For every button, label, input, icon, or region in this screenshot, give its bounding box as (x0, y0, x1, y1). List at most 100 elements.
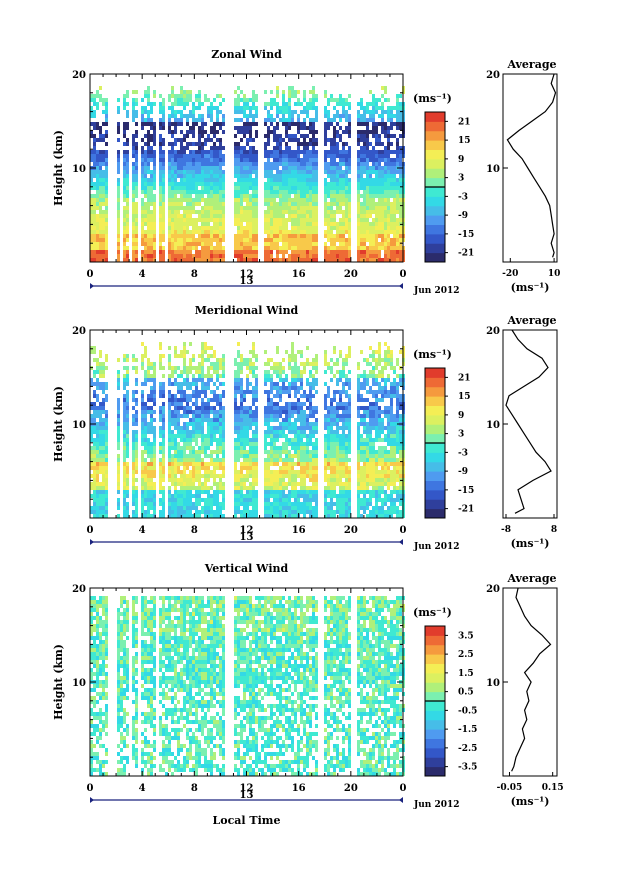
heatmap-cell (270, 398, 273, 402)
heatmap-cell (306, 214, 309, 218)
heatmap-cell (219, 410, 222, 414)
heatmap-cell (186, 202, 189, 206)
heatmap-cell (384, 210, 387, 214)
heatmap-cell (195, 150, 198, 154)
heatmap-cell (177, 202, 180, 206)
heatmap-cell (333, 134, 336, 138)
heatmap-cell (342, 246, 345, 250)
heatmap-cell (375, 130, 378, 134)
heatmap-cell (393, 234, 396, 238)
heatmap-cell (246, 234, 249, 238)
heatmap-cell (234, 246, 237, 250)
heatmap-cell (141, 454, 144, 458)
heatmap-cell (222, 254, 225, 258)
heatmap-cell (117, 98, 120, 102)
heatmap-cell (162, 458, 165, 462)
heatmap-cell (297, 118, 300, 122)
heatmap-cell (264, 258, 267, 262)
heatmap-cell (246, 442, 249, 446)
heatmap-cell (246, 430, 249, 434)
heatmap-cell (384, 202, 387, 206)
heatmap-cell (210, 110, 213, 114)
heatmap-cell (186, 194, 189, 198)
heatmap-cell (312, 242, 315, 246)
x-tick-label: 20 (344, 269, 358, 280)
heatmap-cell (348, 210, 351, 214)
heatmap-cell (276, 350, 279, 354)
heatmap-cell (267, 362, 270, 366)
heatmap-cell (348, 206, 351, 210)
heatmap-cell (276, 90, 279, 94)
heatmap-cell (360, 134, 363, 138)
heatmap-cell (309, 214, 312, 218)
heatmap-cell (243, 234, 246, 238)
heatmap-cell (234, 146, 237, 150)
heatmap-cell (168, 398, 171, 402)
heatmap-cell (147, 494, 150, 498)
heatmap-cell (102, 102, 105, 106)
heatmap-cell (297, 178, 300, 182)
heatmap-cell (90, 426, 93, 430)
heatmap-cell (150, 390, 153, 394)
heatmap-cell (132, 442, 135, 446)
heatmap-cell (342, 254, 345, 258)
heatmap-cell (243, 486, 246, 490)
heatmap-cell (96, 382, 99, 386)
heatmap-cell (105, 206, 108, 210)
heatmap-cell (249, 486, 252, 490)
heatmap-cell (102, 470, 105, 474)
heatmap-cell (246, 258, 249, 262)
heatmap-cell (168, 206, 171, 210)
heatmap-cell (201, 506, 204, 510)
heatmap-cell (339, 126, 342, 130)
heatmap-cell (237, 490, 240, 494)
heatmap-cell (222, 486, 225, 490)
heatmap-cell (345, 198, 348, 202)
heatmap-cell (339, 206, 342, 210)
heatmap-cell (123, 374, 126, 378)
heatmap-cell (201, 350, 204, 354)
heatmap-cell (174, 118, 177, 122)
heatmap-cell (96, 234, 99, 238)
heatmap-cell (240, 514, 243, 518)
heatmap-cell (339, 218, 342, 222)
heatmap-cell (327, 174, 330, 178)
heatmap-cell (201, 170, 204, 174)
heatmap-cell (213, 430, 216, 434)
heatmap-cell (267, 506, 270, 510)
heatmap-cell (186, 114, 189, 118)
heatmap-cell (96, 422, 99, 426)
heatmap-cell (219, 362, 222, 366)
heatmap-cell (366, 222, 369, 226)
heatmap-cell (216, 386, 219, 390)
heatmap-cell (297, 254, 300, 258)
heatmap-cell (90, 510, 93, 514)
heatmap-cell (303, 98, 306, 102)
heatmap-cell (123, 442, 126, 446)
heatmap-cell (195, 438, 198, 442)
heatmap-cell (243, 170, 246, 174)
heatmap-cell (159, 406, 162, 410)
heatmap-cell (249, 490, 252, 494)
heatmap-cell (252, 206, 255, 210)
heatmap-cell (237, 434, 240, 438)
heatmap-cell (315, 162, 318, 166)
heatmap-cell (201, 342, 204, 346)
heatmap-cell (93, 114, 96, 118)
heatmap-cell (219, 94, 222, 98)
heatmap-cell (339, 250, 342, 254)
heatmap-cell (198, 494, 201, 498)
heatmap-cell (135, 146, 138, 150)
heatmap-cell (132, 482, 135, 486)
heatmap-cell (162, 154, 165, 158)
heatmap-cell (141, 394, 144, 398)
heatmap-cell (252, 438, 255, 442)
heatmap-cell (207, 114, 210, 118)
heatmap-cell (222, 258, 225, 262)
heatmap-cell (93, 470, 96, 474)
heatmap-cell (216, 358, 219, 362)
heatmap-cell (270, 458, 273, 462)
heatmap-cell (309, 190, 312, 194)
heatmap-cell (252, 146, 255, 150)
heatmap-cell (255, 218, 258, 222)
